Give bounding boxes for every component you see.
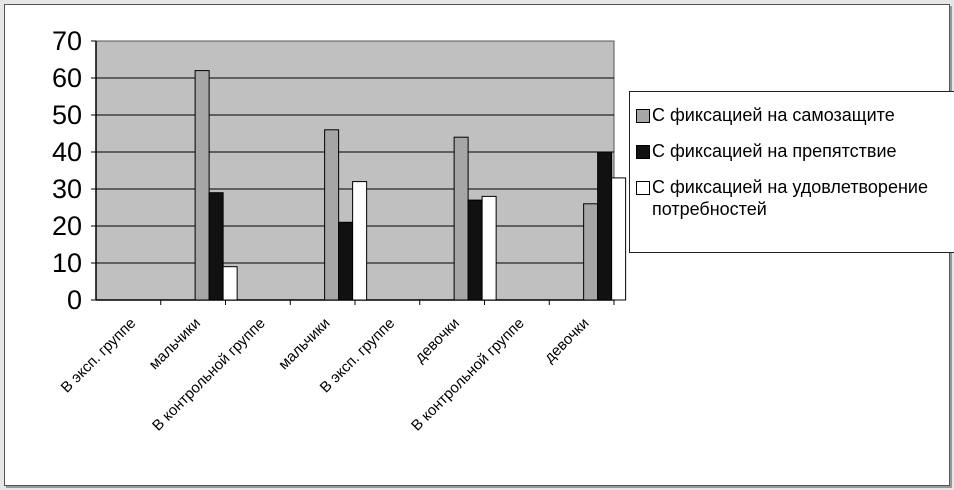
bar-needs-3 — [352, 181, 368, 301]
bar-self-defense-7 — [583, 203, 599, 301]
legend-label-obstacle: С фиксацией на препятствие — [652, 141, 897, 161]
bar-obstacle-5 — [467, 199, 483, 301]
bar-obstacle-3 — [338, 221, 354, 301]
bar-self-defense-3 — [324, 129, 340, 301]
legend: С фиксацией на самозащите С фиксацией на… — [629, 91, 954, 253]
x-category-label: мальчики — [275, 315, 333, 373]
y-tick-label: 50 — [52, 100, 82, 130]
x-category-label: девочки — [541, 315, 592, 366]
y-tick-label: 20 — [52, 211, 82, 241]
bar-needs-7 — [611, 177, 627, 301]
bar-needs-1 — [222, 266, 238, 301]
legend-item-obstacle: С фиксацией на препятствие — [636, 140, 950, 162]
x-category-label: девочки — [412, 315, 463, 366]
x-category-label: В контрольной группе — [149, 315, 269, 435]
y-tick-label: 40 — [52, 137, 82, 167]
bar-needs-5 — [481, 195, 497, 301]
y-tick-label: 30 — [52, 174, 82, 204]
legend-swatch-obstacle — [636, 145, 650, 159]
bar-obstacle-7 — [597, 151, 613, 301]
x-category-label: В эксп. группе — [58, 315, 139, 396]
bar-self-defense-5 — [453, 136, 469, 301]
x-category-label: В контрольной группе — [408, 315, 528, 435]
y-tick-label: 70 — [52, 26, 82, 56]
y-tick-label: 60 — [52, 63, 82, 93]
bar-obstacle-1 — [208, 192, 224, 301]
legend-swatch-self-defense — [636, 109, 650, 123]
legend-swatch-needs — [636, 181, 650, 195]
x-category-label: мальчики — [146, 315, 204, 373]
legend-label-needs: С фиксацией на удовлетворение потребност… — [652, 177, 928, 219]
bar-self-defense-1 — [194, 70, 210, 301]
chart-frame: 0 10 20 30 40 50 60 70 В эксп. группе мальчики В к… — [4, 4, 954, 486]
legend-label-self-defense: С фиксацией на самозащите — [652, 105, 895, 125]
legend-item-needs: С фиксацией на удовлетворение потребност… — [636, 176, 950, 220]
legend-item-self-defense: С фиксацией на самозащите — [636, 104, 950, 126]
y-tick-label: 0 — [67, 285, 82, 315]
y-tick-label: 10 — [52, 248, 82, 278]
